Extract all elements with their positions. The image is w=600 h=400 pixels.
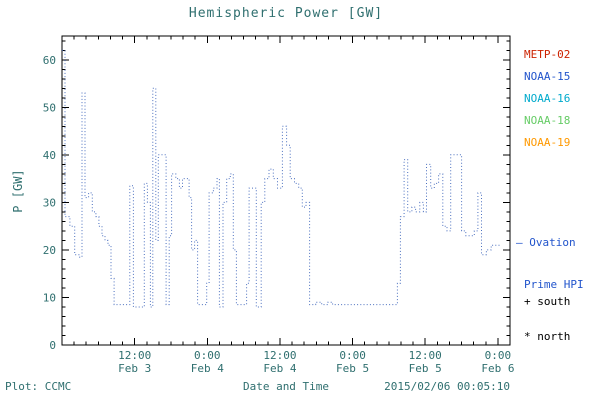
x-axis-tick-time: 12:00: [118, 349, 151, 362]
legend-item-noaa-19: NOAA-19: [524, 136, 571, 149]
x-axis-tick-time: 12:00: [263, 349, 296, 362]
y-axis-tick-label: 60: [43, 54, 56, 67]
x-axis-tick-date: Feb 4: [191, 362, 224, 375]
y-axis-tick-label: 50: [43, 101, 56, 114]
legend-marker-south: + south: [524, 295, 571, 308]
legend-ovation-line2: Prime HPI: [524, 278, 584, 291]
legend-item-metp-02: METP-02: [524, 48, 571, 61]
chart-title: Hemispheric Power [GW]: [188, 6, 384, 21]
y-axis-tick-label: 10: [43, 291, 56, 304]
legend-ovation: — Ovation Prime HPI: [516, 208, 584, 320]
x-axis-tick-date: Feb 6: [481, 362, 514, 375]
x-axis-label: Date and Time: [242, 380, 330, 393]
legend-marker-north: * north: [524, 330, 571, 343]
plot-timestamp: 2015/02/06 00:05:10: [384, 380, 510, 393]
plot-frame: [61, 35, 511, 346]
y-axis-label: P [GW]: [11, 169, 25, 213]
legend-item-noaa-16: NOAA-16: [524, 92, 571, 105]
x-axis-tick-time: 0:00: [485, 349, 512, 362]
y-axis-tick-label: 30: [43, 196, 56, 209]
x-axis-tick-date: Feb 3: [118, 362, 151, 375]
x-axis-tick-time: 0:00: [194, 349, 221, 362]
plot-source-label: Plot: CCMC: [5, 380, 72, 393]
x-axis-tick-time: 0:00: [339, 349, 366, 362]
legend-item-noaa-15: NOAA-15: [524, 70, 571, 83]
legend-ovation-line1: — Ovation: [516, 236, 576, 249]
x-axis-tick-date: Feb 4: [263, 362, 296, 375]
legend-satellites: METP-02 NOAA-15 NOAA-16 NOAA-18 NOAA-19: [524, 44, 570, 154]
y-axis-tick-label: 40: [43, 149, 56, 162]
legend-item-noaa-18: NOAA-18: [524, 114, 571, 127]
x-axis-tick-date: Feb 5: [336, 362, 369, 375]
y-axis-tick-label: 20: [43, 244, 56, 257]
y-axis-tick-label: 0: [49, 339, 56, 352]
hpi-step-line: [62, 49, 501, 308]
x-axis-tick-time: 12:00: [409, 349, 442, 362]
x-axis-tick-date: Feb 5: [409, 362, 442, 375]
